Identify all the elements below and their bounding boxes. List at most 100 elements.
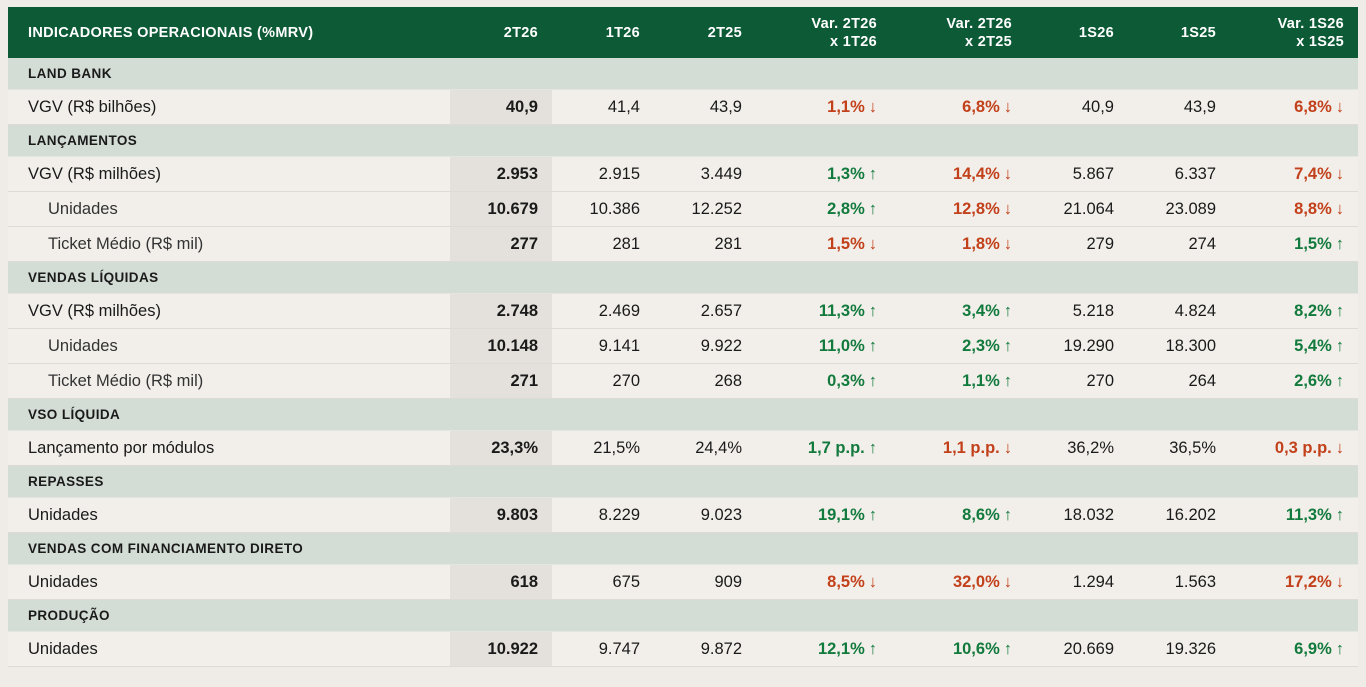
variation-value: 14,4% [952, 164, 1000, 183]
header-col-2t25: 2T25 [654, 7, 756, 58]
value-cell-v2t26: 9.803 [450, 497, 552, 533]
variation-value: 10,6% [952, 639, 1000, 658]
variation-value: 8,8% [1294, 199, 1332, 218]
variation-cell-var1: 12,1% ↑ [756, 631, 891, 667]
variation-value: 1,1% [962, 371, 1000, 390]
variation-value: 1,5% [827, 234, 865, 253]
value-cell-v1s25: 264 [1128, 363, 1230, 399]
variation-cell-var3: 1,5% ↑ [1230, 226, 1358, 262]
value-cell-v1s25: 1.563 [1128, 564, 1230, 600]
variation-cell-var2: 8,6% ↑ [891, 497, 1026, 533]
value-cell-v2t25: 9.922 [654, 328, 756, 364]
value-cell-v2t26: 2.748 [450, 293, 552, 329]
row-label: Lançamento por módulos [8, 430, 450, 466]
arrow-up-icon: ↑ [1335, 371, 1344, 390]
value-cell-v1s26: 1.294 [1026, 564, 1128, 600]
variation-cell-var2: 12,8% ↓ [891, 191, 1026, 227]
variation-cell-var3: 8,2% ↑ [1230, 293, 1358, 329]
section-title: LANÇAMENTOS [8, 124, 1358, 157]
variation-value: 2,6% [1294, 371, 1332, 390]
variation-value: 2,3% [962, 336, 1000, 355]
value-cell-v2t26: 271 [450, 363, 552, 399]
variation-value: 7,4% [1294, 164, 1332, 183]
variation-cell-var2: 32,0% ↓ [891, 564, 1026, 600]
variation-cell-var1: 2,8% ↑ [756, 191, 891, 227]
arrow-up-icon: ↑ [868, 371, 877, 390]
variation-value: 17,2% [1284, 572, 1332, 591]
variation-cell-var3: 11,3% ↑ [1230, 497, 1358, 533]
arrow-up-icon: ↑ [868, 301, 877, 320]
header-var3-line1: Var. 1S26 [1277, 15, 1344, 32]
variation-cell-var2: 1,1 p.p. ↓ [891, 430, 1026, 466]
value-cell-v2t25: 909 [654, 564, 756, 600]
section-header-row: VENDAS LÍQUIDAS [8, 261, 1358, 294]
value-cell-v2t25: 2.657 [654, 293, 756, 329]
arrow-down-icon: ↓ [1335, 97, 1344, 116]
header-row: INDICADORES OPERACIONAIS (%MRV) 2T26 1T2… [8, 7, 1358, 58]
arrow-down-icon: ↓ [1335, 164, 1344, 183]
variation-cell-var3: 6,9% ↑ [1230, 631, 1358, 667]
value-cell-v1t26: 9.747 [552, 631, 654, 667]
variation-cell-var3: 7,4% ↓ [1230, 156, 1358, 192]
value-cell-v1s26: 279 [1026, 226, 1128, 262]
variation-value: 11,3% [818, 301, 865, 320]
variation-value: 8,2% [1294, 301, 1332, 320]
value-cell-v1s25: 19.326 [1128, 631, 1230, 667]
arrow-down-icon: ↓ [1003, 164, 1012, 183]
header-col-1s26: 1S26 [1026, 7, 1128, 58]
table-row: VGV (R$ milhões) 2.953 2.915 3.449 1,3% ↑ 14,4… [8, 156, 1358, 192]
table-row: Unidades 10.679 10.386 12.252 2,8% ↑ 12,8% ↓ 21.… [8, 191, 1358, 227]
arrow-up-icon: ↑ [1335, 505, 1344, 524]
variation-value: 1,5% [1294, 234, 1332, 253]
row-label: Ticket Médio (R$ mil) [8, 363, 450, 399]
header-var1-line2: x 1T26 [830, 33, 877, 50]
value-cell-v2t25: 3.449 [654, 156, 756, 192]
header-col-var-1s26-1s25: Var. 1S26 x 1S25 [1230, 7, 1358, 58]
value-cell-v1t26: 281 [552, 226, 654, 262]
row-label: VGV (R$ milhões) [8, 293, 450, 329]
variation-value: 1,1 p.p. [942, 438, 1000, 457]
arrow-down-icon: ↓ [1003, 234, 1012, 253]
value-cell-v2t25: 43,9 [654, 89, 756, 125]
arrow-down-icon: ↓ [1003, 199, 1012, 218]
variation-cell-var1: 1,3% ↑ [756, 156, 891, 192]
header-col-1t26: 1T26 [552, 7, 654, 58]
arrow-down-icon: ↓ [1335, 572, 1344, 591]
row-label: Unidades [8, 631, 450, 667]
variation-value: 5,4% [1294, 336, 1332, 355]
variation-cell-var1: 0,3% ↑ [756, 363, 891, 399]
variation-value: 32,0% [952, 572, 1000, 591]
table-row: VGV (R$ milhões) 2.748 2.469 2.657 11,3% ↑ 3,4… [8, 293, 1358, 329]
table-row: Lançamento por módulos 23,3% 21,5% 24,4% 1,7… [8, 430, 1358, 466]
value-cell-v2t25: 268 [654, 363, 756, 399]
header-title: INDICADORES OPERACIONAIS (%MRV) [8, 7, 450, 58]
value-cell-v1t26: 270 [552, 363, 654, 399]
value-cell-v1t26: 10.386 [552, 191, 654, 227]
row-label: Ticket Médio (R$ mil) [8, 226, 450, 262]
header-var3-line2: x 1S25 [1296, 33, 1344, 50]
row-label: VGV (R$ bilhões) [8, 89, 450, 125]
value-cell-v1t26: 41,4 [552, 89, 654, 125]
variation-value: 8,6% [962, 505, 1000, 524]
row-label: Unidades [8, 191, 450, 227]
value-cell-v1t26: 8.229 [552, 497, 654, 533]
arrow-up-icon: ↑ [1003, 639, 1012, 658]
value-cell-v1s25: 16.202 [1128, 497, 1230, 533]
variation-value: 19,1% [817, 505, 865, 524]
variation-value: 6,8% [962, 97, 1000, 116]
arrow-up-icon: ↑ [1003, 301, 1012, 320]
header-var2-line1: Var. 2T26 [946, 15, 1012, 32]
value-cell-v1s26: 36,2% [1026, 430, 1128, 466]
variation-cell-var2: 1,1% ↑ [891, 363, 1026, 399]
table-row: Ticket Médio (R$ mil) 271 270 268 0,3% ↑ 1,1% ↑… [8, 363, 1358, 399]
arrow-up-icon: ↑ [1335, 234, 1344, 253]
header-var2-line2: x 2T25 [965, 33, 1012, 50]
arrow-down-icon: ↓ [1335, 199, 1344, 218]
variation-cell-var2: 2,3% ↑ [891, 328, 1026, 364]
value-cell-v2t26: 40,9 [450, 89, 552, 125]
value-cell-v1s25: 43,9 [1128, 89, 1230, 125]
variation-value: 11,3% [1285, 505, 1332, 524]
variation-value: 3,4% [962, 301, 1000, 320]
value-cell-v2t26: 23,3% [450, 430, 552, 466]
header-var1-line1: Var. 2T26 [811, 15, 877, 32]
